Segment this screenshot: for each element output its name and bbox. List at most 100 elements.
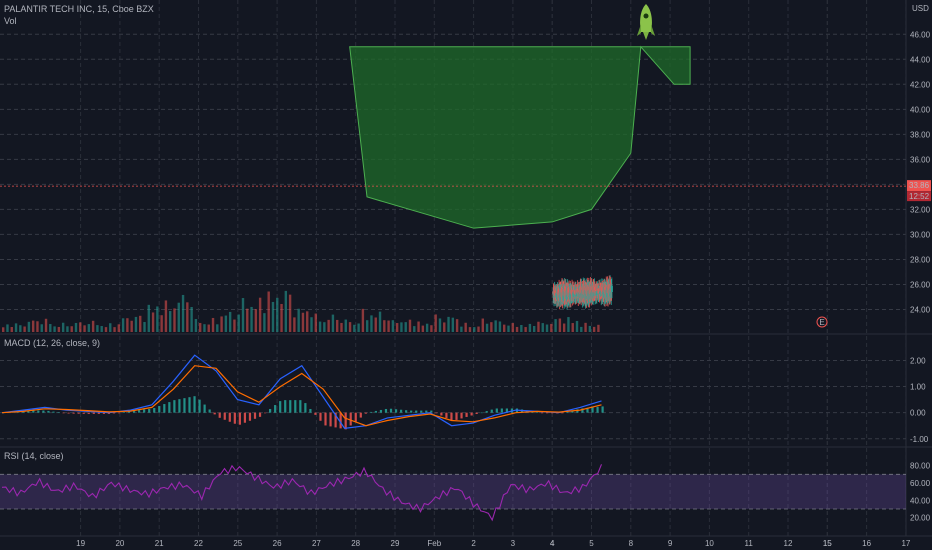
volume-bar (434, 314, 437, 332)
volume-bar (584, 322, 587, 332)
earnings-marker (816, 316, 828, 328)
time-tick-label: 19 (76, 539, 85, 548)
volume-bar (224, 315, 228, 332)
macd-histogram-bar (42, 410, 45, 413)
rsi-tick-label: 20.00 (910, 514, 931, 523)
rsi-band (0, 474, 906, 509)
volume-bar (2, 327, 5, 332)
volume-bar (511, 323, 514, 332)
macd-histogram-bar (158, 406, 161, 413)
macd-histogram-bar (389, 408, 393, 413)
price-tick-label: 30.00 (910, 230, 931, 239)
volume-bar (23, 326, 26, 332)
volume-bar (541, 323, 544, 332)
macd-histogram-bar (500, 408, 503, 413)
macd-histogram-bar (233, 412, 236, 424)
volume-bar (413, 326, 416, 332)
volume-bar (228, 311, 232, 332)
macd-histogram-bar (52, 411, 55, 413)
volume-bar (173, 308, 176, 332)
volume-bar (211, 317, 215, 332)
macd-histogram-bar (198, 399, 201, 413)
volume-bar (597, 324, 600, 332)
volume-bar (344, 319, 347, 332)
time-tick-label: 9 (668, 539, 673, 548)
macd-histogram-bar (243, 412, 247, 423)
volume-bar (451, 317, 455, 332)
volume-bar (498, 321, 502, 332)
volume-bar (271, 301, 275, 332)
volume-bar (524, 327, 527, 332)
volume-bar (408, 319, 412, 332)
macd-histogram-bar (143, 409, 146, 413)
macd-histogram-bar (138, 410, 141, 413)
macd-histogram-bar (359, 412, 362, 418)
macd-histogram-bar (465, 412, 468, 417)
macd-histogram-bar (440, 412, 443, 416)
macd-histogram-bar (223, 412, 226, 420)
macd-histogram-bar (47, 410, 50, 413)
macd-histogram-bar (279, 401, 282, 413)
macd-histogram-bar (62, 412, 65, 414)
macd-histogram-bar (173, 400, 176, 413)
volume-bar (100, 326, 103, 332)
rsi-label: RSI (14, close) (4, 451, 64, 461)
macd-histogram-bar (541, 412, 544, 414)
macd-histogram-bar (344, 412, 347, 430)
volume-bar (151, 312, 155, 332)
volume-bar (477, 326, 480, 332)
macd-histogram-bar (435, 412, 438, 414)
macd-histogram-bar (263, 412, 267, 414)
macd-histogram-bar (87, 412, 90, 414)
macd-histogram-bar (329, 412, 332, 427)
volume-bar (558, 318, 562, 332)
time-tick-label: 20 (115, 539, 124, 548)
macd-histogram-bar (546, 412, 549, 414)
volume-bar (10, 327, 13, 332)
volume-bar (353, 324, 356, 332)
macd-histogram-bar (495, 408, 498, 413)
time-tick-label: 17 (901, 539, 910, 548)
macd-histogram-bar (480, 412, 483, 414)
volume-bar (481, 318, 484, 332)
macd-histogram-bar (218, 412, 221, 418)
macd-histogram-bar (208, 409, 211, 413)
volume-bar (14, 323, 18, 332)
macd-histogram-bar (112, 412, 116, 414)
volume-bar (121, 318, 125, 332)
volume-bar (134, 316, 138, 332)
macd-histogram-bar (490, 409, 493, 413)
macd-histogram-bar (601, 406, 604, 413)
macd-histogram-bar (178, 399, 181, 413)
volume-bar (554, 319, 557, 332)
volume-bar (27, 321, 31, 332)
volume-bar (314, 313, 317, 332)
volume-bar (297, 308, 300, 332)
volume-bar (443, 322, 446, 332)
macd-histogram-bar (163, 404, 166, 413)
volume-bar (70, 326, 73, 332)
volume-bar (592, 326, 596, 332)
volume-bar (468, 327, 472, 332)
volume-bar (515, 326, 519, 332)
volume-bar (425, 323, 429, 332)
macd-histogram-bar (253, 412, 257, 419)
earnings-marker-label: E (819, 318, 824, 327)
macd-histogram-bar (470, 412, 473, 416)
volume-bar (545, 324, 549, 332)
macd-histogram-bar (505, 408, 508, 413)
time-tick-label: 26 (273, 539, 282, 548)
cup-handle-pattern (349, 45, 691, 229)
rsi-line (1, 464, 603, 522)
time-tick-label: 16 (862, 539, 871, 548)
time-tick-label: 10 (705, 539, 714, 548)
macd-histogram-bar (364, 412, 367, 414)
volume-bar (40, 324, 43, 332)
volume-bar (250, 306, 253, 332)
price-tick-label: 26.00 (910, 280, 931, 289)
time-tick-label: 29 (391, 539, 400, 548)
rsi-tick-label: 80.00 (910, 462, 931, 471)
macd-histogram-bar (97, 412, 100, 414)
volume-bar (374, 317, 377, 332)
